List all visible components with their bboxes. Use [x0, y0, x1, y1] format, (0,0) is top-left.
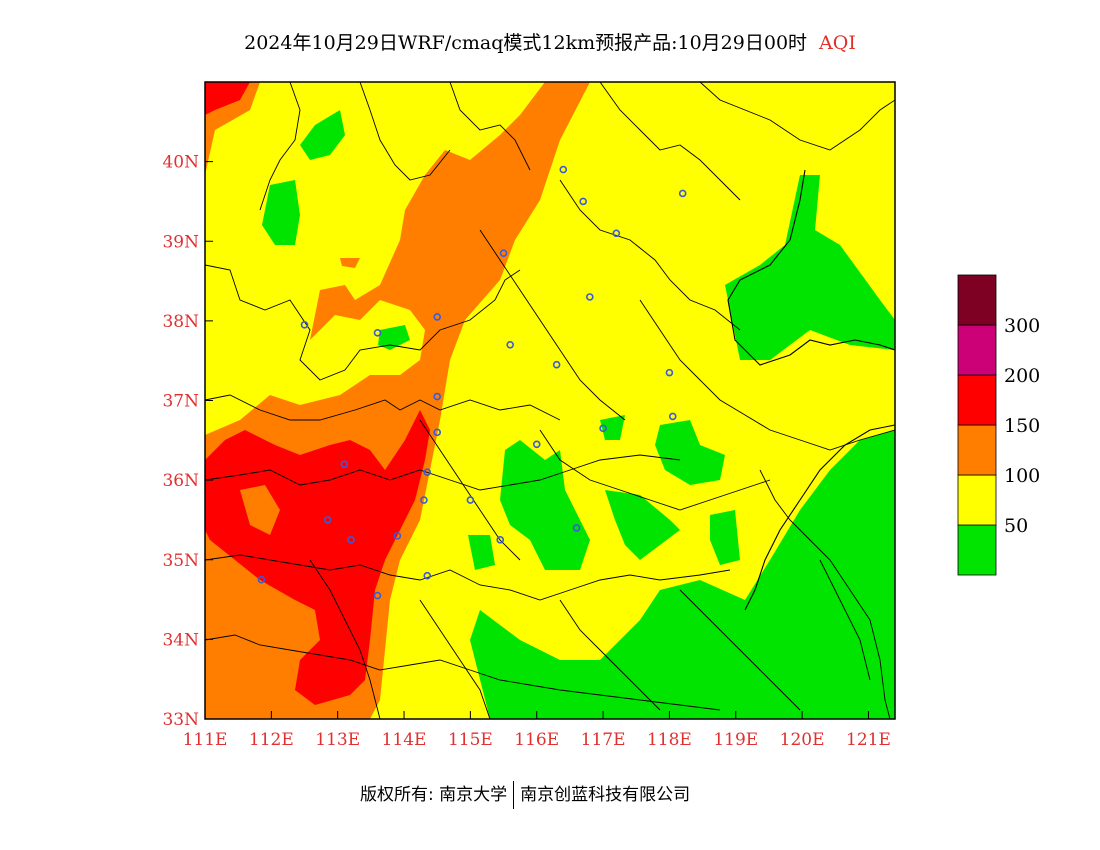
station-marker — [579, 197, 587, 206]
coastline — [727, 169, 895, 366]
aqi-good-zone-shandong — [500, 440, 590, 570]
legend-swatch — [957, 324, 997, 376]
aqi-field — [205, 82, 895, 719]
aqi-unhealthy-zone-north — [205, 82, 250, 115]
station-marker — [552, 360, 561, 369]
legend-swatch — [957, 524, 997, 576]
station-marker — [423, 571, 432, 580]
station-marker — [506, 340, 514, 349]
x-tick-label: 120E — [780, 730, 825, 750]
station-marker — [433, 313, 442, 321]
map-title: 2024年10月29日WRF/cmaq模式12km预报产品:10月29日00时 A… — [0, 28, 1100, 55]
aqi-good-zone-central — [605, 490, 680, 560]
aqi-good-zone-northwest-2 — [262, 180, 300, 245]
y-axis: 33N 34N 35N 36N 37N 38N 39N 40N — [162, 153, 213, 730]
aqi-legend: 50 100 150 200 300 — [957, 274, 1040, 576]
x-tick-label: 119E — [713, 730, 758, 750]
aqi-good-zone-southeast — [470, 430, 895, 719]
station-marker — [572, 524, 581, 532]
station-marker — [373, 591, 382, 600]
x-tick-label: 118E — [647, 730, 692, 750]
legend-swatch — [957, 374, 997, 426]
y-tick-label: 36N — [162, 471, 199, 491]
station-marker — [668, 412, 677, 421]
station-marker — [433, 428, 442, 437]
x-tick-label: 121E — [846, 730, 891, 750]
station-marker — [433, 392, 442, 401]
aqi-good-zone-northwest-1 — [300, 110, 345, 160]
station-marker — [499, 249, 508, 257]
station-marker — [420, 496, 428, 504]
aqi-good-zone-small-2 — [710, 510, 740, 565]
legend-swatch — [957, 424, 997, 476]
x-axis: 111E 112E 113E 114E 115E 116E 117E 118E 119E 120E… — [183, 711, 891, 750]
station-marker — [599, 424, 607, 433]
y-tick-label: 39N — [162, 232, 199, 252]
copyright-right: 南京创蓝科技有限公司 — [520, 785, 691, 805]
station-marker — [665, 368, 674, 377]
title-variable: AQI — [819, 32, 856, 54]
x-tick-label: 111E — [183, 730, 228, 750]
legend-label: 300 — [1004, 315, 1040, 337]
legend-swatch — [957, 274, 997, 326]
station-marker — [393, 532, 402, 540]
station-marker — [559, 165, 568, 174]
x-tick-label: 113E — [315, 730, 360, 750]
aqi-usg-pocket-2 — [208, 585, 245, 615]
station-marker — [532, 440, 541, 449]
aqi-good-zone-small-3 — [468, 535, 495, 570]
y-tick-label: 38N — [162, 312, 199, 332]
legend-label: 100 — [1004, 465, 1040, 487]
station-marker — [323, 516, 332, 524]
y-tick-label: 33N — [162, 710, 199, 730]
x-tick-label: 117E — [581, 730, 626, 750]
x-tick-label: 116E — [514, 730, 559, 750]
station-marker — [373, 329, 382, 337]
station-marker — [678, 189, 687, 198]
aqi-usg-zone-small — [340, 258, 360, 268]
aqi-usg-pocket-1 — [240, 485, 280, 535]
legend-label: 50 — [1004, 515, 1028, 537]
station-marker — [300, 321, 309, 329]
title-main: 2024年10月29日WRF/cmaq模式12km预报产品:10月29日00时 — [244, 32, 808, 54]
copyright-footer: 版权所有: 南京大学 南京创蓝科技有限公司 — [360, 780, 690, 809]
coastline-shandong — [744, 424, 895, 611]
legend-swatch — [957, 474, 997, 526]
station-marker — [340, 460, 349, 469]
station-marker — [347, 536, 355, 544]
y-tick-label: 40N — [162, 153, 199, 173]
footer-separator — [513, 781, 515, 809]
x-tick-label: 115E — [448, 730, 493, 750]
y-tick-label: 37N — [162, 392, 199, 412]
legend-label: 200 — [1004, 365, 1040, 387]
station-marker — [586, 293, 594, 301]
station-marker — [466, 496, 475, 504]
y-tick-label: 35N — [162, 551, 199, 571]
copyright-left: 版权所有: 南京大学 — [360, 785, 508, 805]
x-tick-label: 112E — [249, 730, 294, 750]
station-marker — [496, 536, 505, 544]
stations-layer — [257, 165, 687, 600]
station-marker — [257, 575, 266, 584]
legend-label: 150 — [1004, 415, 1040, 437]
aqi-unhealthy-zone — [205, 410, 430, 705]
admin-boundaries — [205, 82, 895, 719]
x-tick-label: 114E — [382, 730, 427, 750]
aqi-good-zone-small-1 — [600, 415, 625, 440]
aqi-good-zone-bohai — [725, 175, 895, 360]
station-marker — [612, 229, 621, 238]
aqi-good-zone-east — [655, 420, 725, 485]
aqi-good-zone-northwest-3 — [378, 325, 410, 350]
y-tick-label: 34N — [162, 630, 199, 650]
station-marker — [423, 468, 432, 476]
